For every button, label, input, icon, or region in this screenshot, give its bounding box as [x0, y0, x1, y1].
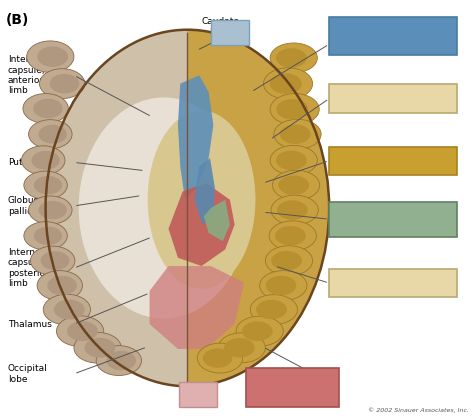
Ellipse shape: [271, 251, 302, 270]
FancyBboxPatch shape: [329, 146, 457, 175]
Ellipse shape: [265, 246, 313, 275]
Polygon shape: [150, 266, 244, 349]
Ellipse shape: [23, 94, 68, 124]
Ellipse shape: [278, 176, 309, 195]
Text: Globus
pallidus: Globus pallidus: [8, 196, 43, 215]
Ellipse shape: [56, 316, 104, 347]
FancyBboxPatch shape: [329, 84, 457, 113]
Ellipse shape: [250, 295, 298, 324]
Ellipse shape: [30, 246, 75, 275]
Ellipse shape: [84, 338, 115, 358]
Ellipse shape: [271, 195, 318, 225]
Ellipse shape: [67, 321, 98, 341]
Ellipse shape: [265, 276, 296, 295]
Ellipse shape: [242, 322, 273, 341]
Ellipse shape: [260, 270, 307, 300]
Ellipse shape: [236, 316, 283, 346]
Ellipse shape: [24, 171, 67, 199]
Ellipse shape: [273, 170, 319, 200]
Ellipse shape: [24, 222, 67, 250]
Text: Internal
capsule,
posterior
limb: Internal capsule, posterior limb: [8, 248, 48, 288]
Text: Internal
capsule,
anterior
limb: Internal capsule, anterior limb: [8, 55, 46, 95]
Ellipse shape: [79, 97, 249, 319]
Ellipse shape: [276, 151, 307, 170]
Polygon shape: [178, 75, 213, 200]
Ellipse shape: [256, 300, 287, 319]
FancyBboxPatch shape: [329, 269, 457, 297]
Ellipse shape: [203, 348, 232, 368]
Ellipse shape: [31, 151, 60, 170]
Ellipse shape: [269, 221, 317, 251]
Ellipse shape: [274, 119, 321, 149]
Ellipse shape: [28, 120, 72, 149]
Ellipse shape: [27, 41, 74, 72]
Ellipse shape: [96, 346, 142, 376]
Ellipse shape: [41, 251, 70, 270]
FancyBboxPatch shape: [179, 382, 217, 407]
Ellipse shape: [34, 176, 62, 194]
Ellipse shape: [107, 351, 136, 370]
FancyBboxPatch shape: [211, 20, 249, 45]
Ellipse shape: [270, 94, 319, 125]
Text: Caudate
head: Caudate head: [201, 17, 239, 37]
Polygon shape: [194, 158, 215, 225]
Text: Thalamus: Thalamus: [8, 319, 52, 329]
Ellipse shape: [280, 124, 310, 144]
Ellipse shape: [38, 125, 67, 144]
Ellipse shape: [74, 332, 121, 363]
Polygon shape: [204, 200, 230, 241]
Ellipse shape: [33, 99, 63, 118]
Ellipse shape: [270, 73, 301, 94]
Text: Putamen: Putamen: [8, 158, 48, 167]
Ellipse shape: [276, 48, 307, 68]
FancyBboxPatch shape: [329, 17, 457, 54]
Text: © 2002 Sinauer Associates, Inc.: © 2002 Sinauer Associates, Inc.: [368, 408, 469, 413]
Text: (B): (B): [5, 13, 29, 27]
Ellipse shape: [275, 226, 306, 245]
Ellipse shape: [37, 47, 68, 67]
Ellipse shape: [270, 146, 318, 175]
Polygon shape: [168, 183, 235, 266]
Ellipse shape: [264, 68, 313, 99]
Ellipse shape: [197, 343, 243, 373]
Text: Occipital
lobe: Occipital lobe: [8, 364, 47, 384]
Ellipse shape: [34, 227, 62, 245]
Ellipse shape: [224, 338, 255, 357]
FancyBboxPatch shape: [246, 368, 338, 407]
Ellipse shape: [28, 196, 72, 224]
Ellipse shape: [277, 201, 308, 220]
Ellipse shape: [47, 276, 77, 295]
FancyBboxPatch shape: [329, 202, 457, 237]
Ellipse shape: [43, 294, 91, 325]
Ellipse shape: [54, 300, 84, 319]
Ellipse shape: [21, 146, 65, 175]
Ellipse shape: [148, 111, 255, 289]
Ellipse shape: [46, 30, 329, 386]
Polygon shape: [187, 30, 329, 386]
Ellipse shape: [50, 74, 79, 93]
Ellipse shape: [276, 99, 308, 119]
Ellipse shape: [270, 43, 318, 73]
Ellipse shape: [37, 270, 82, 300]
Ellipse shape: [38, 201, 67, 219]
Ellipse shape: [39, 69, 85, 99]
Ellipse shape: [218, 333, 265, 363]
